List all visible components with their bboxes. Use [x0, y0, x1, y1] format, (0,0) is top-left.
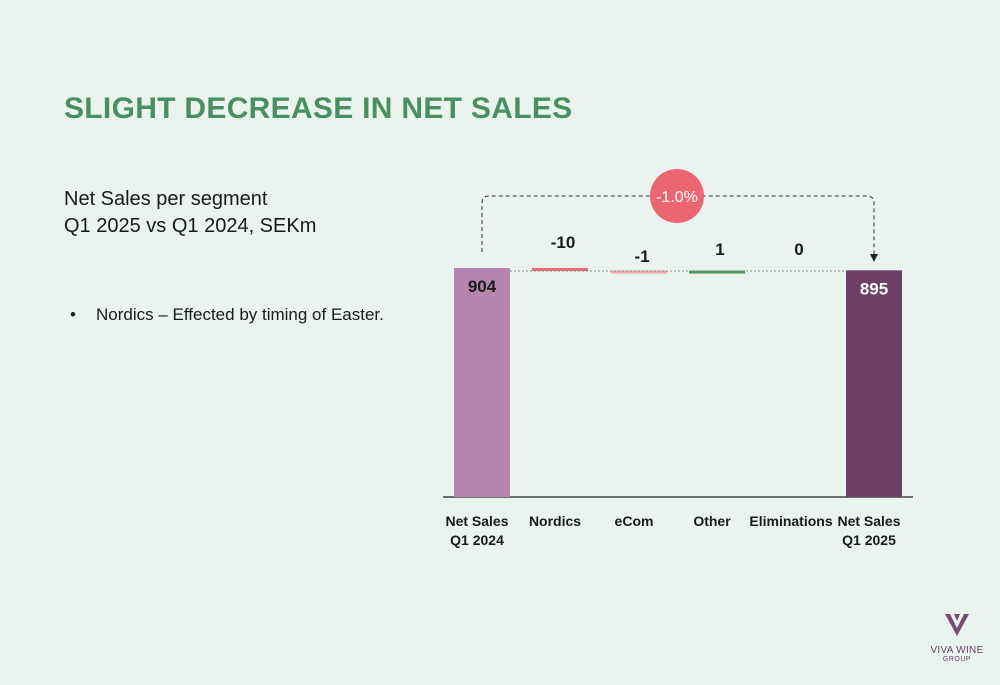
- data-label-0: 904: [468, 277, 497, 296]
- company-logo: VIVA WINE GROUP: [924, 612, 990, 663]
- chart-subtitle: Net Sales per segment Q1 2025 vs Q1 2024…: [64, 186, 316, 240]
- change-bracket: [481, 195, 875, 256]
- category-label-3: Other: [693, 513, 731, 529]
- bar-0: [454, 268, 510, 497]
- change-badge: [650, 169, 704, 223]
- data-label-3: 1: [715, 240, 724, 259]
- data-label-1: -10: [551, 233, 576, 252]
- category-label-1: Nordics: [529, 513, 581, 529]
- logo-brand-text: VIVA WINE: [930, 645, 984, 656]
- subtitle-line-2: Q1 2025 vs Q1 2024, SEKm: [64, 215, 317, 237]
- category-label-4: Eliminations: [749, 513, 832, 529]
- data-label-2: -1: [634, 247, 649, 266]
- data-label-5: 895: [860, 279, 888, 298]
- category-label-5: Net Sales Q1 2025: [837, 513, 900, 548]
- bullet-list: • Nordics – Effected by timing of Easter…: [70, 305, 384, 325]
- bullet-item: • Nordics – Effected by timing of Easter…: [70, 305, 384, 325]
- slide-title: SLIGHT DECREASE IN NET SALES: [64, 92, 573, 125]
- bullet-text: Nordics – Effected by timing of Easter.: [96, 305, 384, 324]
- bar-2: [611, 270, 667, 274]
- arrow-down-icon: [870, 254, 878, 262]
- change-badge-label: -1.0%: [656, 189, 698, 206]
- bar-3: [689, 270, 745, 274]
- bar-1: [532, 268, 588, 271]
- subtitle-line-1: Net Sales per segment: [64, 188, 268, 210]
- category-label-0: Net Sales Q1 2024: [445, 513, 508, 548]
- bullet-marker: •: [70, 305, 76, 324]
- logo-sub-text: GROUP: [942, 656, 972, 663]
- category-label-2: eCom: [615, 513, 654, 529]
- viva-wine-v-icon: [945, 614, 969, 636]
- data-label-4: 0: [794, 240, 803, 259]
- bar-5: [846, 270, 902, 497]
